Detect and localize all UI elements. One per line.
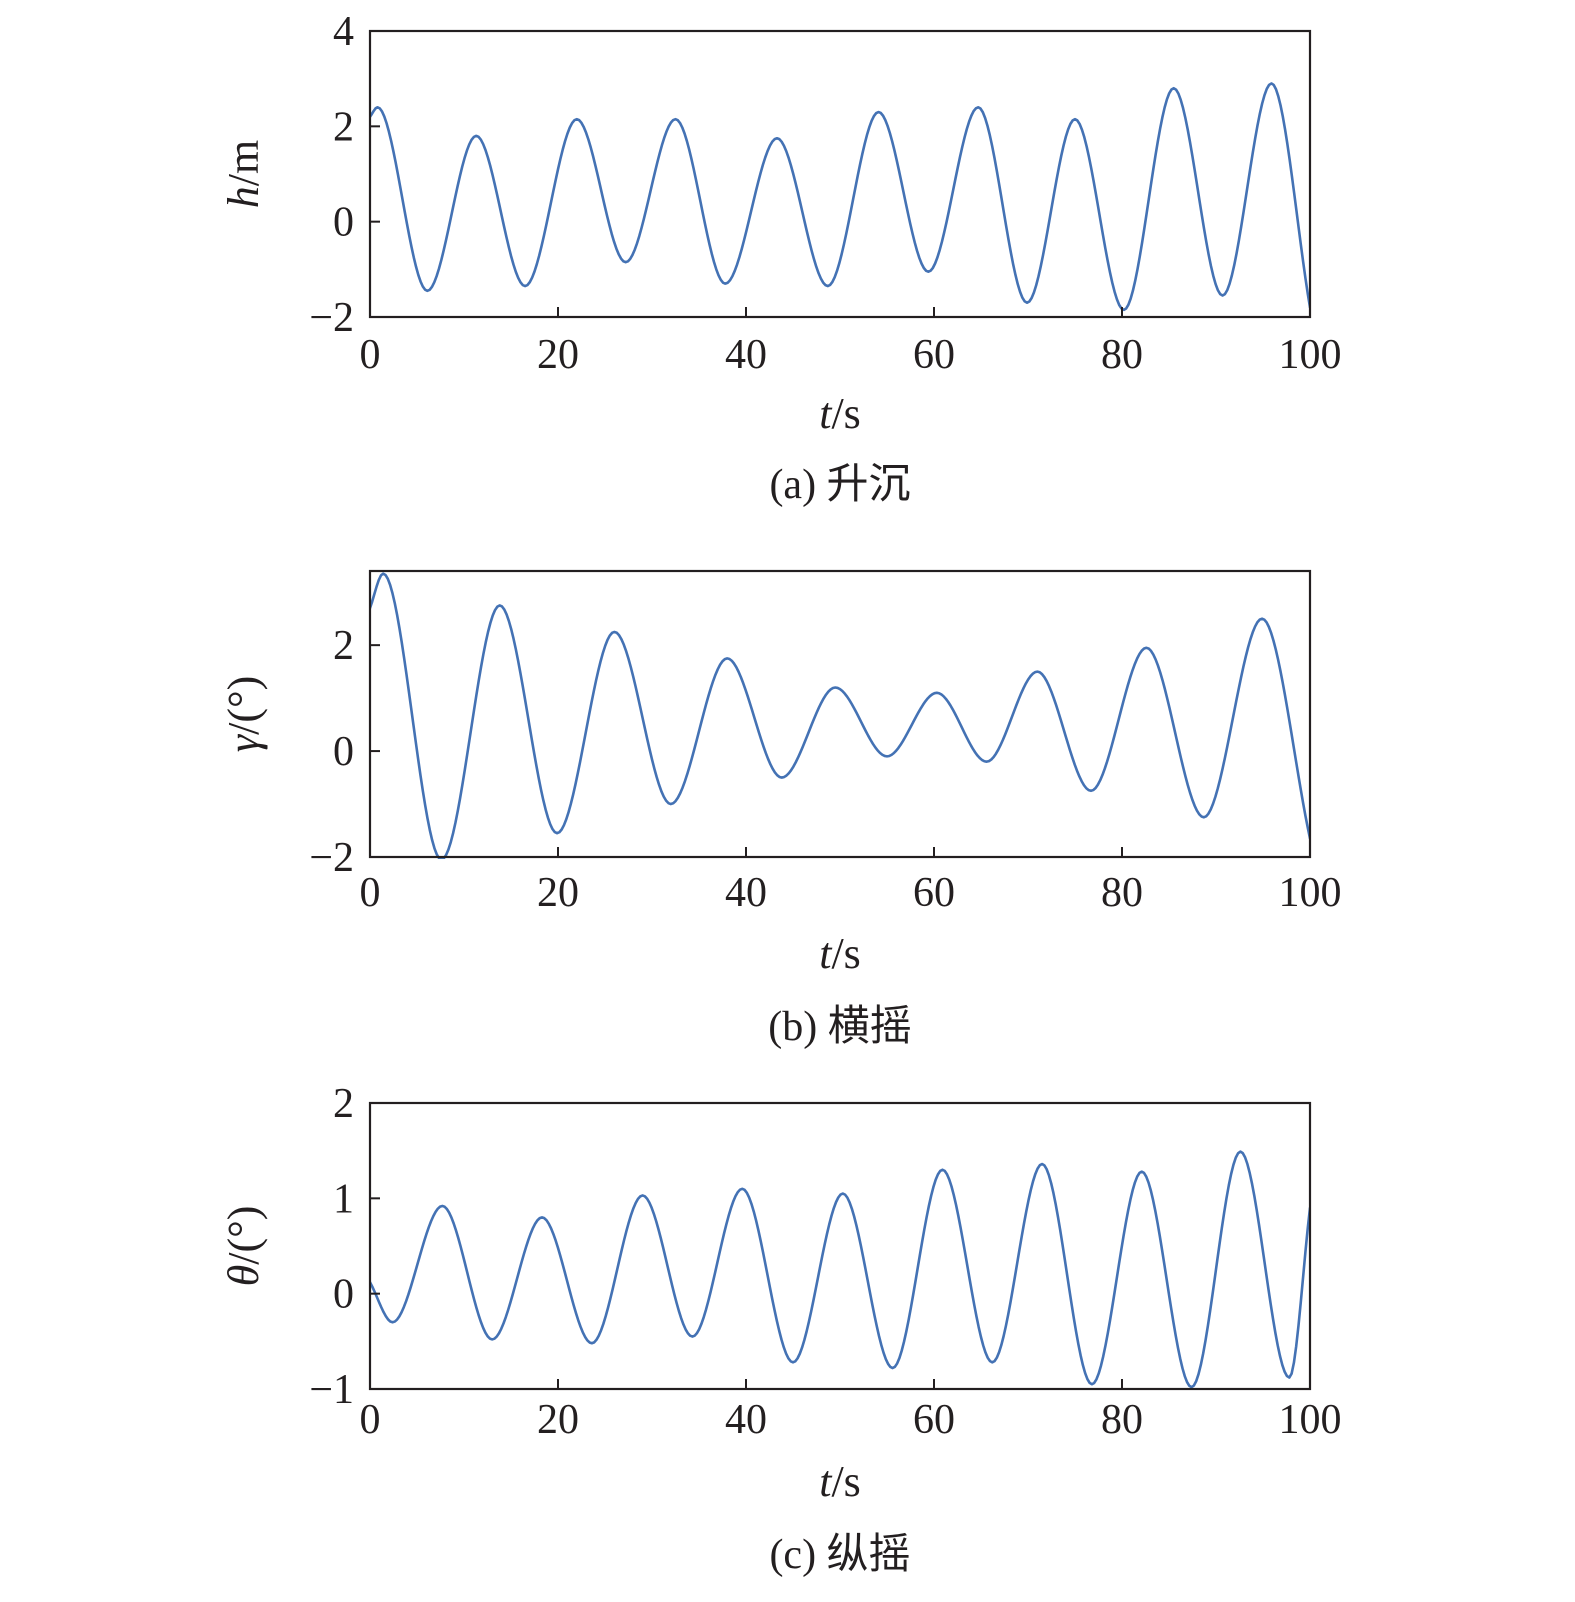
y-tick-label: −2 <box>309 835 354 881</box>
y-axis-variable: γ <box>219 733 268 752</box>
series-line-0 <box>370 1150 1310 1389</box>
x-axis-label: t/s <box>819 929 861 978</box>
x-axis-label: t/s <box>819 389 861 438</box>
x-tick-label: 40 <box>725 1397 767 1443</box>
x-tick-label: 20 <box>537 870 579 916</box>
y-axis-label: γ/(°) <box>219 676 268 752</box>
x-tick-label: 100 <box>1279 870 1342 916</box>
panel-caption: (b) 横摇 <box>768 1004 911 1050</box>
x-axis-label: t/s <box>819 1457 861 1506</box>
x-tick-label: 60 <box>913 870 955 916</box>
y-axis-label: θ/(°) <box>219 1206 268 1287</box>
x-axis-unit: /s <box>831 1457 860 1506</box>
x-tick-label: 40 <box>725 332 767 378</box>
y-tick-label: 1 <box>333 1176 354 1222</box>
y-tick-label: 0 <box>333 200 354 246</box>
x-tick-label: 60 <box>913 1397 955 1443</box>
plot-frame <box>368 569 1312 859</box>
plot-frame <box>368 29 1312 319</box>
y-axis-unit: /(°) <box>219 676 268 735</box>
y-tick-label: 2 <box>333 623 354 669</box>
x-tick-label: 0 <box>360 1397 381 1443</box>
y-tick-label: 0 <box>333 1272 354 1318</box>
x-axis-variable: t <box>819 929 833 978</box>
panel-caption: (c) 纵摇 <box>769 1532 910 1578</box>
x-tick-label: 0 <box>360 332 381 378</box>
x-axis-unit: /s <box>831 389 860 438</box>
y-axis-label: h/m <box>219 140 268 208</box>
x-axis-variable: t <box>819 389 833 438</box>
x-tick-label: 40 <box>725 870 767 916</box>
x-tick-label: 20 <box>537 332 579 378</box>
y-tick-label: 2 <box>333 104 354 150</box>
y-axis-variable: h <box>219 186 268 208</box>
y-tick-label: 0 <box>333 729 354 775</box>
y-axis-unit: /(°) <box>219 1206 268 1265</box>
y-tick-label: −1 <box>309 1367 354 1413</box>
x-axis-variable: t <box>819 1457 833 1506</box>
series-line-0 <box>370 82 1310 312</box>
x-tick-label: 0 <box>360 870 381 916</box>
x-tick-label: 80 <box>1101 1397 1143 1443</box>
x-tick-label: 80 <box>1101 870 1143 916</box>
x-tick-label: 60 <box>913 332 955 378</box>
y-tick-label: −2 <box>309 295 354 341</box>
y-tick-label: 4 <box>333 9 354 55</box>
plot-frame <box>368 1101 1312 1391</box>
panel-caption: (a) 升沉 <box>769 462 910 508</box>
y-axis-variable: θ <box>219 1265 268 1287</box>
x-tick-label: 100 <box>1279 1397 1342 1443</box>
series-line-0 <box>370 572 1310 859</box>
x-tick-label: 20 <box>537 1397 579 1443</box>
x-tick-label: 100 <box>1279 332 1342 378</box>
y-tick-label: 2 <box>333 1081 354 1127</box>
x-axis-unit: /s <box>831 929 860 978</box>
y-axis-unit: /m <box>219 140 268 186</box>
x-tick-label: 80 <box>1101 332 1143 378</box>
